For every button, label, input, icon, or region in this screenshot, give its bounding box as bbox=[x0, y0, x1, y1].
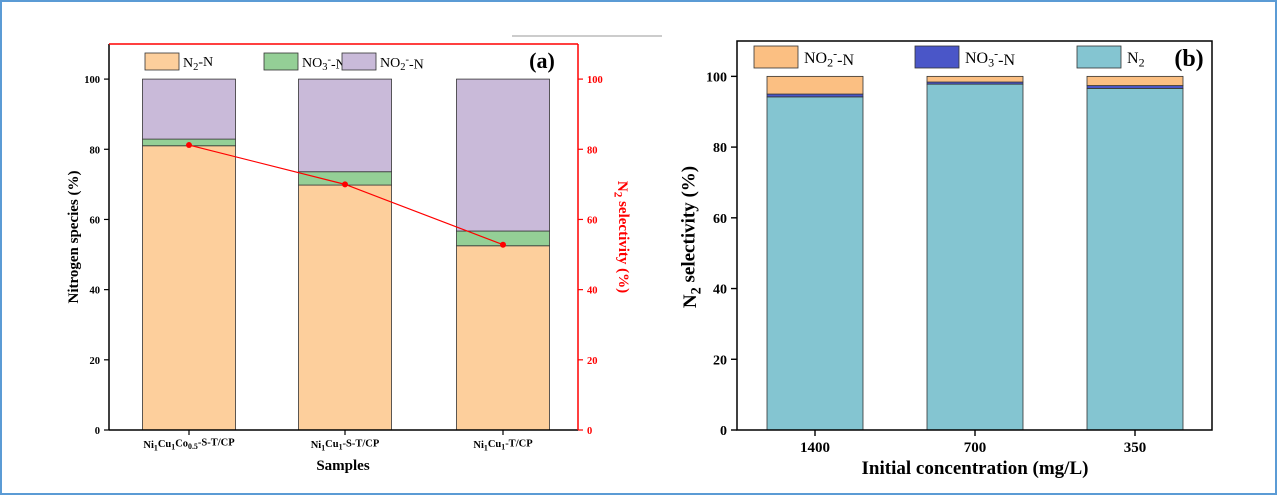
panel-a-y-ticks: 0 20 40 60 80 100 bbox=[84, 75, 109, 437]
selectivity-point bbox=[342, 181, 348, 188]
panel-a: 0 20 40 60 80 100 0 20 40 60 80 100 Ni1Cu1Co0.5-S-… bbox=[66, 35, 662, 474]
legend-swatch bbox=[1076, 45, 1122, 69]
y-tick-label: 100 bbox=[706, 70, 727, 85]
bar-segment bbox=[298, 78, 392, 173]
bar-segment bbox=[766, 75, 864, 95]
legend-swatch bbox=[341, 52, 377, 71]
legend-swatch bbox=[753, 45, 799, 69]
selectivity-point bbox=[500, 241, 506, 248]
y-tick-label: 40 bbox=[713, 283, 727, 298]
legend-label: NO2--N bbox=[804, 47, 854, 70]
legend-label: NO3--N bbox=[965, 47, 1015, 70]
panel-b-y-axis-label: N2 selectivity (%) bbox=[679, 166, 705, 308]
y2-tick-label: 100 bbox=[587, 75, 603, 86]
y2-tick-label: 0 bbox=[587, 426, 592, 437]
y-tick-label: 0 bbox=[720, 424, 727, 439]
bar-segment bbox=[1086, 85, 1184, 89]
panel-a-legend: N2-N NO3--N NO2--N bbox=[144, 52, 424, 73]
panel-b-x-ticks: 1400 700 350 bbox=[800, 430, 1146, 456]
bar-segment bbox=[1086, 75, 1184, 86]
y2-tick-label: 60 bbox=[587, 215, 598, 226]
bar-segment bbox=[142, 145, 236, 431]
legend-label: NO2--N bbox=[380, 54, 424, 73]
y-tick-label: 20 bbox=[90, 356, 101, 367]
y2-tick-label: 40 bbox=[587, 286, 598, 297]
bar-segment bbox=[456, 78, 550, 232]
legend-label: N2 bbox=[1127, 50, 1145, 70]
panel-b-label: (b) bbox=[1174, 46, 1203, 72]
bar-segment bbox=[142, 78, 236, 140]
legend-label: N2-N bbox=[183, 55, 213, 73]
x-tick-label: Ni1Cu1-S-T/CP bbox=[311, 438, 380, 452]
bar-segment bbox=[766, 93, 864, 98]
bar-segment bbox=[926, 83, 1024, 431]
panel-a-bars bbox=[142, 78, 550, 431]
panel-a-label: (a) bbox=[529, 48, 555, 73]
legend-label: NO3--N bbox=[302, 54, 346, 73]
bar-segment bbox=[926, 75, 1024, 83]
panel-a-x-ticks: Ni1Cu1Co0.5-S-T/CP Ni1Cu1-S-T/CP Ni1Cu1-T/… bbox=[143, 430, 533, 452]
panel-a-x-axis-label: Samples bbox=[316, 458, 370, 474]
panel-b: 0 20 40 60 80 100 1400 700 350 Initial concentr… bbox=[679, 40, 1213, 479]
y-tick-label: 20 bbox=[713, 353, 727, 368]
panel-a-y-axis-label: Nitrogen species (%) bbox=[66, 170, 82, 303]
panel-a-y2-axis-label: N2 selectivity (%) bbox=[612, 181, 632, 293]
panel-b-bars bbox=[766, 75, 1184, 431]
bar-segment bbox=[456, 245, 550, 431]
bar-segment bbox=[298, 184, 392, 431]
panel-b-y-ticks: 0 20 40 60 80 100 bbox=[706, 70, 737, 439]
bar-segment bbox=[766, 96, 864, 431]
y2-tick-label: 80 bbox=[587, 145, 598, 156]
panel-b-legend: NO2--N NO3--N N2 bbox=[753, 45, 1145, 70]
y-tick-label: 0 bbox=[95, 426, 100, 437]
y-tick-label: 80 bbox=[90, 145, 101, 156]
panel-a-selectivity-line bbox=[186, 142, 506, 248]
x-tick-label: Ni1Cu1Co0.5-S-T/CP bbox=[143, 438, 235, 453]
legend-swatch bbox=[914, 45, 960, 69]
selectivity-point bbox=[186, 142, 192, 149]
x-tick-label: 1400 bbox=[800, 440, 830, 456]
legend-swatch bbox=[144, 52, 180, 71]
legend-swatch bbox=[263, 52, 299, 71]
y-tick-label: 100 bbox=[84, 75, 100, 86]
y-tick-label: 40 bbox=[90, 286, 101, 297]
panel-b-x-axis-label: Initial concentration (mg/L) bbox=[862, 458, 1089, 479]
x-tick-label: 700 bbox=[964, 440, 987, 456]
y-tick-label: 80 bbox=[713, 141, 727, 156]
y-tick-label: 60 bbox=[713, 212, 727, 227]
x-tick-label: Ni1Cu1-T/CP bbox=[473, 438, 533, 452]
panel-a-y2-ticks: 0 20 40 60 80 100 bbox=[578, 75, 603, 437]
x-tick-label: 350 bbox=[1124, 440, 1147, 456]
bar-segment bbox=[1086, 87, 1184, 431]
y-tick-label: 60 bbox=[90, 215, 101, 226]
y2-tick-label: 20 bbox=[587, 356, 598, 367]
